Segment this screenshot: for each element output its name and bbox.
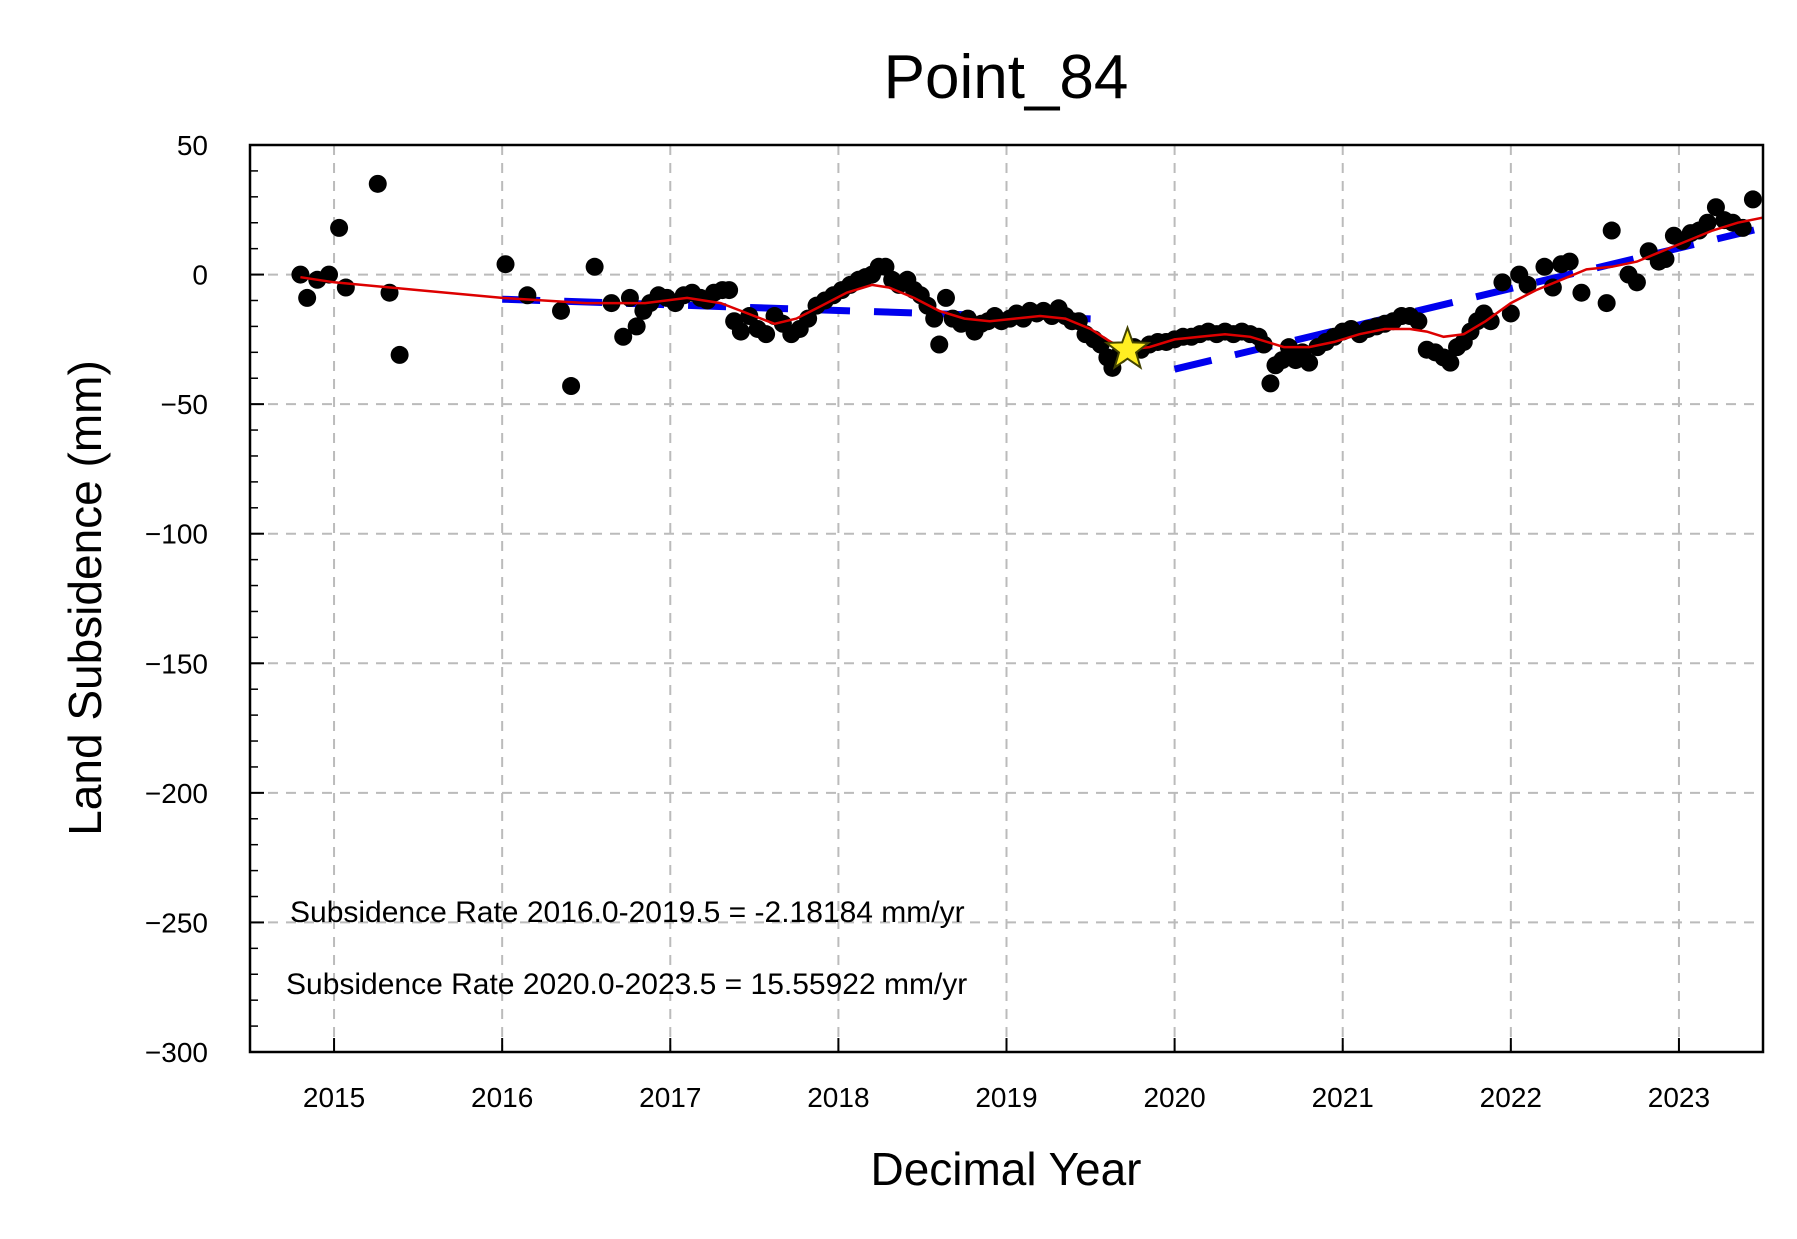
data-point xyxy=(1597,294,1616,313)
data-point xyxy=(1261,374,1280,393)
data-point xyxy=(1481,312,1500,331)
data-point xyxy=(720,281,739,300)
smoothed-line xyxy=(300,216,1763,351)
annotation-rate-2020-2023: Subsidence Rate 2020.0-2023.5 = 15.55922… xyxy=(286,968,967,1001)
y-tick-label: −100 xyxy=(145,519,208,550)
data-point xyxy=(585,257,604,276)
x-tick-label: 2015 xyxy=(303,1082,365,1113)
data-point xyxy=(1300,353,1319,372)
y-tick-label: 50 xyxy=(177,130,208,161)
data-point xyxy=(757,325,776,344)
data-point xyxy=(368,174,387,193)
x-tick-label: 2019 xyxy=(975,1082,1037,1113)
data-point xyxy=(1535,257,1554,276)
data-point xyxy=(320,265,339,284)
y-tick-label: 0 xyxy=(192,260,208,291)
x-axis-label: Decimal Year xyxy=(870,1143,1141,1195)
data-point xyxy=(390,345,409,364)
data-point xyxy=(518,286,537,305)
x-axis-ticks: 2015 2016 2017 2018 2019 2020 2021 2022 2023 xyxy=(303,1038,1710,1113)
x-tick-label: 2016 xyxy=(471,1082,533,1113)
data-point xyxy=(291,265,310,284)
data-point xyxy=(1602,221,1621,240)
data-point xyxy=(1706,198,1725,217)
data-point xyxy=(562,377,581,396)
data-point xyxy=(925,309,944,328)
data-point xyxy=(930,335,949,354)
data-point xyxy=(1572,283,1591,302)
y-tick-label: −150 xyxy=(145,648,208,679)
y-tick-label: −300 xyxy=(145,1037,208,1068)
data-point xyxy=(1560,252,1579,271)
data-point xyxy=(1627,273,1646,292)
y-axis-label: Land Subsidence (mm) xyxy=(59,360,111,836)
x-tick-label: 2018 xyxy=(807,1082,869,1113)
data-point xyxy=(1698,213,1717,232)
y-axis-ticks: 50 0 −50 −100 −150 −200 −250 −300 xyxy=(145,130,264,1068)
y-tick-label: −50 xyxy=(161,389,209,420)
data-point xyxy=(1493,273,1512,292)
data-point xyxy=(1501,304,1520,323)
x-tick-label: 2020 xyxy=(1143,1082,1205,1113)
data-point xyxy=(1743,190,1762,209)
y-tick-label: −250 xyxy=(145,907,208,938)
data-point xyxy=(1656,250,1675,269)
x-tick-label: 2021 xyxy=(1312,1082,1374,1113)
data-point xyxy=(330,218,349,237)
x-tick-label: 2022 xyxy=(1480,1082,1542,1113)
star-marker xyxy=(1103,324,1152,370)
data-point xyxy=(1409,312,1428,331)
annotation-rate-2016-2019: Subsidence Rate 2016.0-2019.5 = -2.18184… xyxy=(290,896,965,929)
data-point xyxy=(1518,275,1537,294)
data-point xyxy=(936,288,955,307)
data-point xyxy=(552,301,571,320)
data-points xyxy=(291,174,1762,396)
data-point xyxy=(1441,353,1460,372)
data-point xyxy=(731,322,750,341)
data-point xyxy=(298,288,317,307)
data-point xyxy=(496,255,515,274)
chart-title: Point_84 xyxy=(884,43,1129,112)
data-point xyxy=(1543,278,1562,297)
x-tick-label: 2017 xyxy=(639,1082,701,1113)
y-tick-label: −200 xyxy=(145,778,208,809)
x-tick-label: 2023 xyxy=(1648,1082,1710,1113)
data-point xyxy=(336,278,355,297)
data-point xyxy=(627,317,646,336)
minor-ticks xyxy=(250,170,258,1027)
data-point xyxy=(614,327,633,346)
